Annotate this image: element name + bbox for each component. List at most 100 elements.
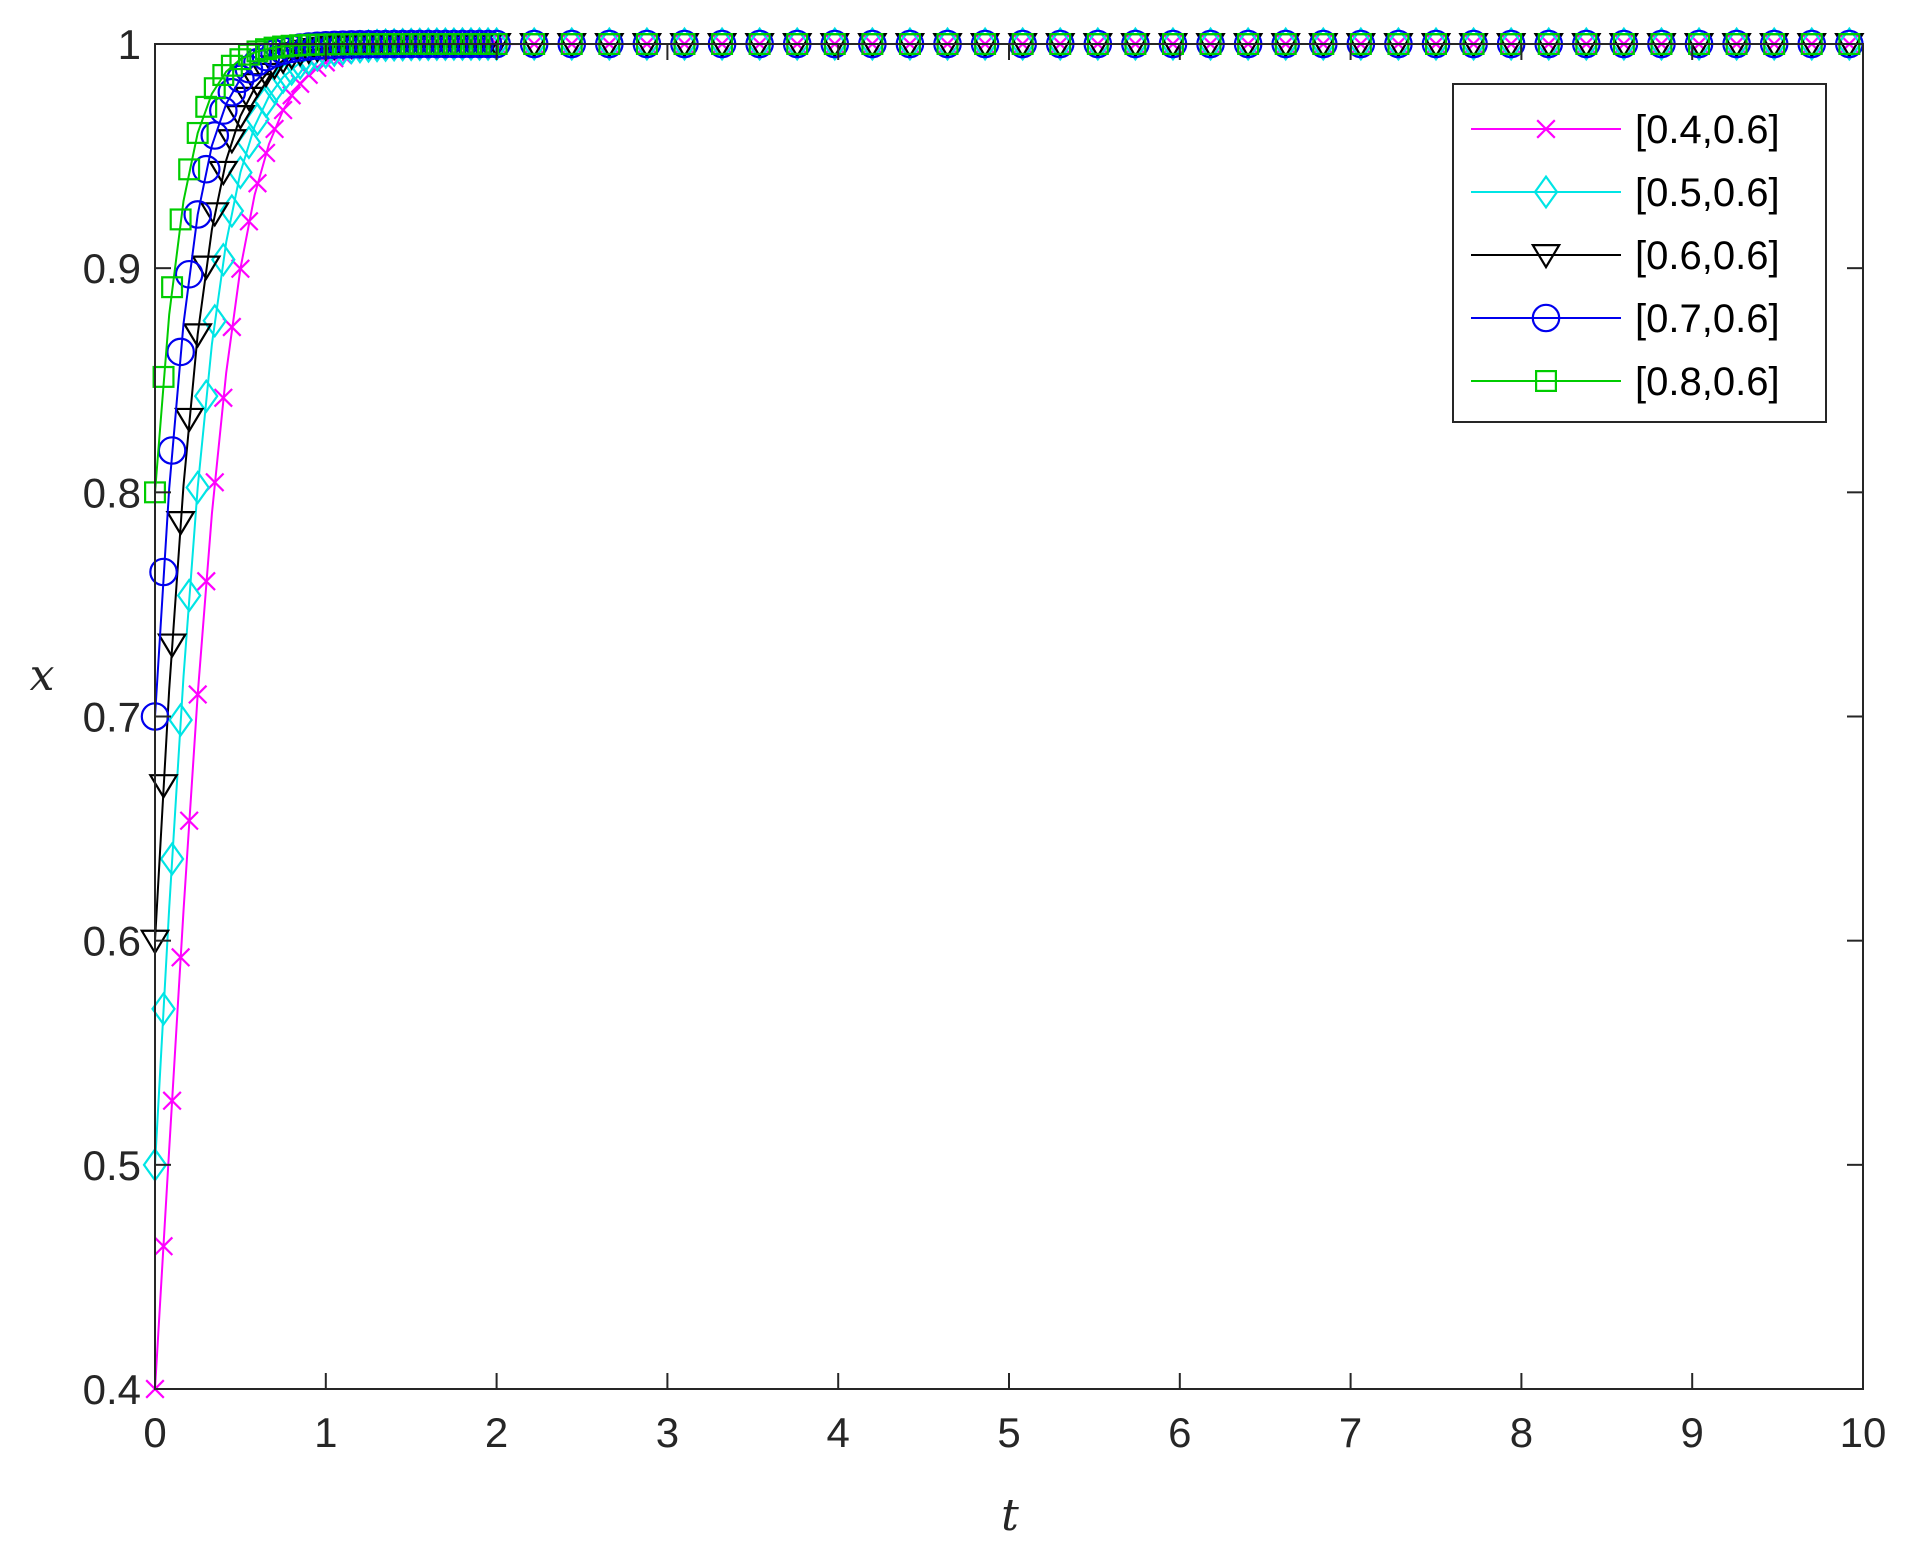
data-point xyxy=(1310,26,1336,62)
legend-label: [0.5,0.6] xyxy=(1635,171,1780,215)
data-point xyxy=(183,200,212,229)
x-tick-label: 3 xyxy=(656,1409,679,1456)
x-axis-label: t xyxy=(1001,1490,1019,1541)
data-point xyxy=(1724,26,1749,62)
legend-entry: [0.8,0.6] xyxy=(1471,360,1780,404)
data-point xyxy=(152,365,175,388)
legend-label: [0.7,0.6] xyxy=(1635,297,1780,341)
data-point xyxy=(1085,26,1111,62)
data-point xyxy=(169,208,192,231)
data-point xyxy=(191,154,221,184)
legend-entry: [0.6,0.6] xyxy=(1471,234,1780,278)
data-point xyxy=(203,77,226,100)
data-point xyxy=(596,26,622,62)
data-point xyxy=(196,571,216,591)
data-point xyxy=(247,173,268,193)
data-point xyxy=(161,276,184,299)
data-point xyxy=(229,48,252,71)
y-axis-label: x xyxy=(30,650,55,701)
data-point xyxy=(243,47,272,77)
data-point xyxy=(1761,26,1787,62)
data-point xyxy=(239,211,259,231)
data-point xyxy=(1649,26,1674,62)
data-point xyxy=(1836,26,1862,62)
data-point xyxy=(188,684,208,705)
data-point xyxy=(213,388,233,408)
data-point xyxy=(1198,26,1223,62)
data-point xyxy=(1123,26,1148,62)
x-tick-label: 4 xyxy=(827,1409,850,1456)
legend-label: [0.4,0.6] xyxy=(1635,108,1780,152)
legend: [0.4,0.6] [0.5,0.6] [0.6,0.6] [0.7,0.6] [0.8… xyxy=(1452,83,1827,423)
data-point xyxy=(178,158,201,181)
data-point xyxy=(1611,26,1637,62)
data-point xyxy=(168,702,193,738)
data-point xyxy=(193,378,219,414)
data-point xyxy=(171,947,191,967)
data-point xyxy=(521,26,547,62)
data-point xyxy=(182,323,213,349)
data-point xyxy=(1235,26,1261,62)
data-point xyxy=(165,511,196,537)
x-tick-label: 5 xyxy=(997,1409,1020,1456)
y-tick-label: 0.4 xyxy=(83,1366,141,1413)
data-point xyxy=(156,633,188,659)
x-tick-label: 7 xyxy=(1339,1409,1362,1456)
data-point xyxy=(176,578,202,613)
data-point xyxy=(174,407,205,434)
legend-marker xyxy=(1533,174,1559,210)
data-point xyxy=(208,160,239,187)
data-point xyxy=(148,774,179,800)
legend-entry: [0.7,0.6] xyxy=(1471,297,1780,341)
x-tick-label: 0 xyxy=(143,1409,166,1456)
data-point xyxy=(220,54,243,77)
legend-label: [0.8,0.6] xyxy=(1635,360,1780,404)
data-point xyxy=(166,337,195,367)
legend-marker xyxy=(1531,303,1561,333)
data-point xyxy=(1536,26,1562,62)
ticks-layer: 0 1 2 3 4 5 6 7 8 9 10 0.4 0.5 0.6 0.7 0.8 0.9 1 xyxy=(83,21,1887,1456)
data-point xyxy=(1799,26,1825,62)
data-point xyxy=(202,303,228,339)
data-point xyxy=(1573,26,1599,62)
data-point xyxy=(559,26,585,62)
data-point xyxy=(1010,26,1036,62)
x-tick-label: 6 xyxy=(1168,1409,1191,1456)
data-point xyxy=(185,470,211,505)
data-point xyxy=(1386,26,1411,62)
legend-box xyxy=(1452,83,1827,423)
data-point xyxy=(784,26,810,62)
legend-label: [0.6,0.6] xyxy=(1635,234,1780,278)
data-point xyxy=(634,26,660,62)
x-tick-label: 1 xyxy=(314,1409,337,1456)
data-point xyxy=(159,841,185,877)
data-point xyxy=(264,119,285,139)
data-point xyxy=(255,38,278,61)
data-point xyxy=(1461,26,1486,62)
data-point xyxy=(897,26,923,62)
data-point xyxy=(179,811,199,831)
y-tick-label: 0.6 xyxy=(83,918,141,965)
x-tick-label: 8 xyxy=(1510,1409,1533,1456)
data-point xyxy=(195,95,218,118)
data-point xyxy=(153,1236,174,1256)
data-point xyxy=(256,143,276,163)
y-tick-label: 0.7 xyxy=(83,694,141,741)
data-point xyxy=(230,259,250,279)
data-point xyxy=(747,26,772,62)
data-point xyxy=(199,202,230,228)
data-point xyxy=(200,121,230,150)
data-point xyxy=(174,259,204,289)
data-point xyxy=(972,26,998,62)
data-point xyxy=(149,557,178,587)
data-point xyxy=(1160,26,1186,62)
data-point xyxy=(1423,26,1449,62)
legend-marker xyxy=(1536,119,1556,139)
data-point xyxy=(935,26,960,62)
data-point xyxy=(860,26,885,62)
x-tick-label: 9 xyxy=(1681,1409,1704,1456)
y-tick-label: 0.5 xyxy=(83,1142,141,1189)
legend-marker xyxy=(1530,244,1562,270)
y-tick-label: 0.9 xyxy=(83,245,141,292)
data-point xyxy=(1273,26,1299,62)
